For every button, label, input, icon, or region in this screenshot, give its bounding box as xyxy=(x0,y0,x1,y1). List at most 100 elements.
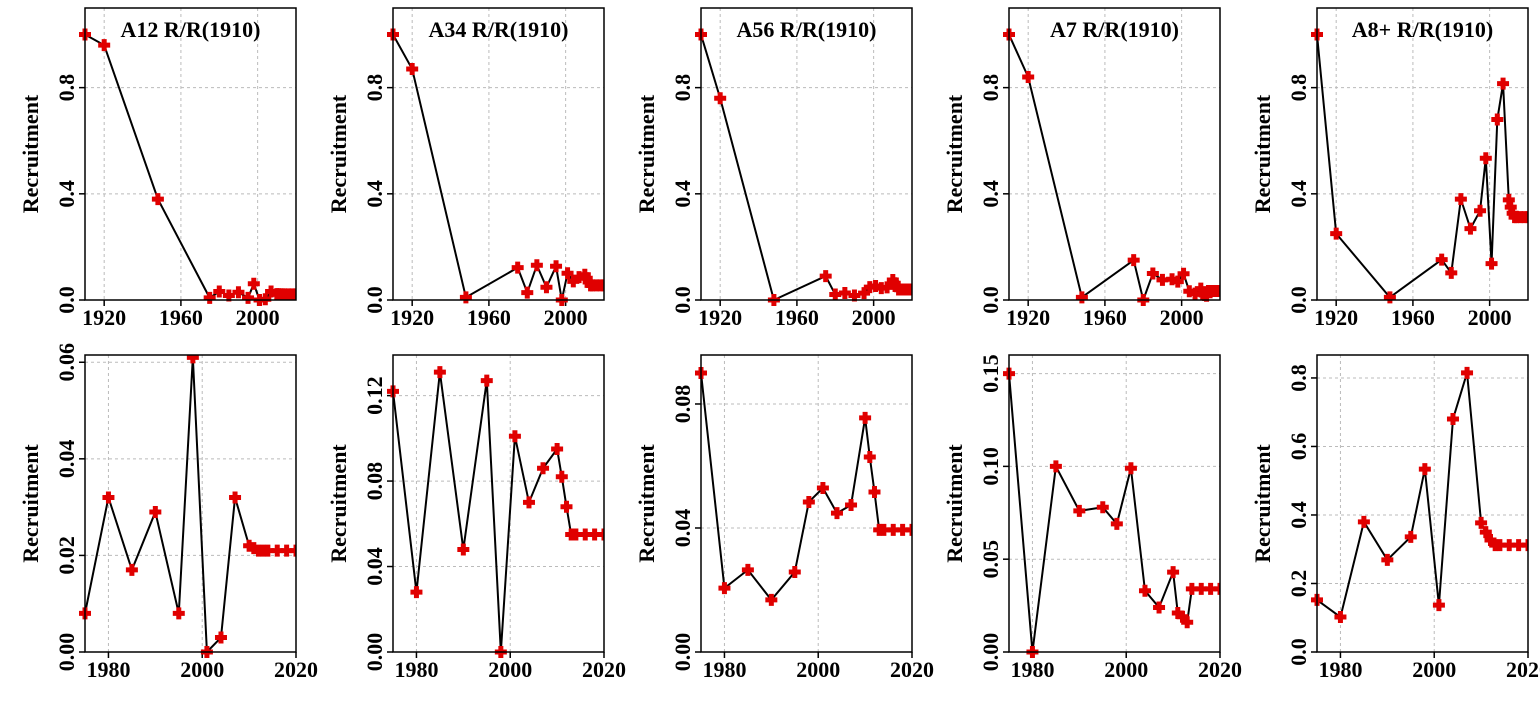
point-marker xyxy=(530,259,543,272)
point-marker xyxy=(561,267,574,280)
y-tick-label: 0.4 xyxy=(670,180,695,208)
x-tick-label: 2020 xyxy=(1506,657,1540,682)
point-marker xyxy=(1138,584,1151,597)
point-marker xyxy=(242,291,255,304)
y-tick-label: 0.4 xyxy=(54,180,79,208)
y-tick-label: 0.04 xyxy=(670,509,695,548)
y-tick-label: 0.04 xyxy=(54,440,79,479)
y-tick-label: 0.4 xyxy=(978,180,1003,208)
plot-frame xyxy=(392,7,605,301)
panel: 1980 2000 2020 0.00 0.04 0.08 Recruitment xyxy=(634,354,934,682)
point-marker xyxy=(511,261,524,274)
plot-frame xyxy=(1008,7,1221,301)
y-axis-label: Recruitment xyxy=(634,94,659,213)
point-marker xyxy=(1484,533,1497,546)
panel-title: A12 R/R(1910) xyxy=(121,17,261,42)
y-tick-label: 0.02 xyxy=(54,536,79,575)
panel: 1920 1960 2000 0.0 0.4 0.8 A8+ R/R(1910) Recrui… xyxy=(1250,7,1529,330)
y-tick-label: 0.0 xyxy=(670,286,695,314)
x-tick-label: 1960 xyxy=(1083,305,1127,330)
point-marker xyxy=(1330,227,1343,240)
series-line xyxy=(700,372,912,602)
series-line xyxy=(1008,373,1220,653)
point-marker xyxy=(1464,222,1477,235)
point-marker xyxy=(579,528,592,541)
point-marker xyxy=(906,283,912,296)
point-marker xyxy=(1181,616,1194,629)
y-axis-label: Recruitment xyxy=(1250,94,1275,213)
point-marker xyxy=(877,523,890,536)
plot-area xyxy=(695,28,912,306)
y-tick-label: 0.06 xyxy=(54,343,79,382)
x-tick-label: 2020 xyxy=(582,657,626,682)
point-marker xyxy=(1189,287,1202,300)
plot-frame xyxy=(1316,354,1529,653)
point-marker xyxy=(569,528,582,541)
point-marker xyxy=(290,544,296,557)
point-marker xyxy=(259,293,272,306)
point-marker xyxy=(265,285,278,298)
plot-frame xyxy=(700,354,913,653)
x-tick-label: 2000 xyxy=(488,657,532,682)
panel-title: A56 R/R(1910) xyxy=(737,17,877,42)
plot-area xyxy=(1003,367,1220,658)
y-tick-label: 0.08 xyxy=(670,385,695,424)
point-marker xyxy=(1171,275,1184,288)
point-marker xyxy=(1475,516,1488,529)
point-marker xyxy=(213,285,226,298)
plot-area xyxy=(79,355,296,658)
series-line xyxy=(700,34,912,302)
point-marker xyxy=(508,430,521,443)
point-marker xyxy=(848,289,861,302)
point-marker xyxy=(551,443,564,456)
point-marker xyxy=(1177,267,1190,280)
point-marker xyxy=(1522,211,1528,224)
point-marker xyxy=(1435,253,1448,266)
y-tick-label: 0.0 xyxy=(978,286,1003,314)
x-tick-label: 1920 xyxy=(390,305,434,330)
point-marker xyxy=(203,291,216,304)
point-marker xyxy=(765,593,778,606)
point-marker xyxy=(247,277,260,290)
point-marker xyxy=(560,500,573,513)
point-marker xyxy=(149,505,162,518)
point-marker xyxy=(1096,501,1109,514)
panel: 1920 1960 2000 0.0 0.4 0.8 A7 R/R(1910) Recruit… xyxy=(942,7,1221,330)
point-marker xyxy=(1156,273,1169,286)
series-line xyxy=(1316,34,1528,299)
y-tick-label: 0.8 xyxy=(1286,74,1311,102)
panel-title: A8+ R/R(1910) xyxy=(1352,17,1493,42)
point-marker xyxy=(406,63,419,76)
plot-frame xyxy=(700,7,913,301)
point-marker xyxy=(1497,77,1510,90)
x-tick-label: 2000 xyxy=(1104,657,1148,682)
series-line xyxy=(1008,34,1220,304)
point-marker xyxy=(232,286,245,299)
point-marker xyxy=(550,260,563,273)
point-marker xyxy=(1022,71,1035,84)
point-marker xyxy=(1185,582,1198,595)
point-marker xyxy=(457,543,470,556)
panel: 1980 2000 2020 0.0 0.2 0.4 0.6 0.8 Recruitment xyxy=(1250,354,1540,682)
y-tick-label: 0.8 xyxy=(1286,364,1311,392)
point-marker xyxy=(1474,204,1487,217)
point-marker xyxy=(280,544,293,557)
series-line xyxy=(84,357,296,655)
point-marker xyxy=(1214,284,1220,297)
point-marker xyxy=(98,39,111,52)
y-tick-label: 0.08 xyxy=(362,462,387,501)
x-tick-label: 2000 xyxy=(236,305,280,330)
x-tick-label: 2000 xyxy=(1468,305,1512,330)
plot-area xyxy=(1311,28,1528,304)
point-marker xyxy=(829,288,842,301)
point-marker xyxy=(555,470,568,483)
point-marker xyxy=(598,528,604,541)
x-tick-label: 1980 xyxy=(86,657,130,682)
y-tick-label: 0.8 xyxy=(362,74,387,102)
y-tick-label: 0.00 xyxy=(978,633,1003,672)
point-marker xyxy=(1176,610,1189,623)
point-marker xyxy=(1195,582,1208,595)
panel: 1920 1960 2000 0.0 0.4 0.8 A12 R/R(1910) Recrui… xyxy=(18,7,297,330)
point-marker xyxy=(1171,607,1184,620)
y-axis-label: Recruitment xyxy=(634,444,659,563)
